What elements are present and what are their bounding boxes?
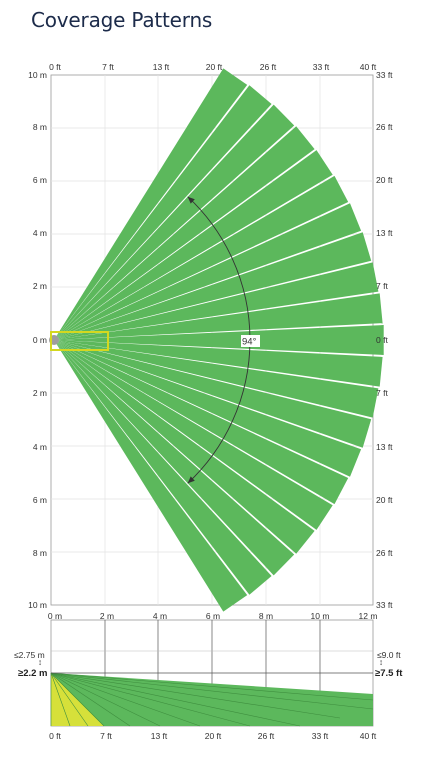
x-tick-ft: 13 ft: [153, 62, 170, 72]
top-view: 94° 0 ft 7 ft 13 ft 20 ft 26 ft 33 ft 40…: [28, 62, 393, 621]
angle-label: 94°: [242, 337, 257, 348]
x-tick-ft: 13 ft: [151, 731, 168, 741]
left-max-height: ≤2.75 m: [14, 650, 45, 660]
x-tick-m: 2 m: [100, 611, 114, 621]
x-tick-m: 6 m: [206, 611, 220, 621]
side-coverage-area: [51, 673, 373, 726]
beam: [54, 340, 349, 505]
y-tick-m: 6 m: [33, 495, 47, 505]
y-tick-ft: 7 ft: [376, 281, 388, 291]
beam: [54, 293, 383, 340]
side-view-rays: [50, 672, 374, 727]
y-tick-ft: 26 ft: [376, 548, 393, 558]
y-tick-m: 0 m: [33, 335, 47, 345]
x-tick-ft: 7 ft: [100, 731, 112, 741]
x-tick-m: 0 m: [48, 611, 62, 621]
y-tick-ft: 13 ft: [376, 442, 393, 452]
height-range-right-icon: ↕: [379, 657, 383, 667]
x-tick-ft: 20 ft: [205, 731, 222, 741]
x-tick-ft: 33 ft: [313, 62, 330, 72]
side-ray: [50, 672, 161, 727]
y-tick-ft: 26 ft: [376, 122, 393, 132]
arc-arrow-down-icon: [187, 476, 195, 484]
beam: [54, 340, 272, 595]
beam: [54, 104, 295, 340]
height-range-left-icon: ↕: [38, 657, 42, 667]
y-tick-m: 2 m: [33, 388, 47, 398]
right-min-height: ≥7.5 ft: [375, 668, 403, 679]
y-tick-ft: 0 ft: [376, 335, 388, 345]
beam: [54, 126, 315, 340]
x-tick-ft: 20 ft: [206, 62, 223, 72]
detector-zone-marker: [50, 331, 109, 351]
side-ray: [50, 672, 251, 727]
top-y-axis-m: 10 m 8 m 6 m 4 m 2 m 0 m 2 m 4 m 6 m 8 m…: [28, 70, 47, 610]
side-ray: [50, 672, 89, 727]
beam: [54, 203, 362, 340]
beam: [54, 340, 383, 387]
y-tick-ft: 13 ft: [376, 228, 393, 238]
side-ray: [50, 672, 201, 727]
side-view: ≤2.75 m ↕ ≥2.2 m ≤9.0 ft ↕ ≥7.5 ft 0 ft …: [14, 619, 403, 741]
y-tick-ft: 20 ft: [376, 495, 393, 505]
beam: [54, 232, 372, 340]
side-x-axis-ft: 0 ft 7 ft 13 ft 20 ft 26 ft 33 ft 40 ft: [49, 731, 377, 741]
x-tick-ft: 40 ft: [360, 731, 377, 741]
beam: [54, 340, 379, 418]
y-tick-m: 8 m: [33, 548, 47, 558]
y-tick-m: 4 m: [33, 228, 47, 238]
side-ray: [50, 672, 341, 719]
x-tick-ft: 33 ft: [312, 731, 329, 741]
y-tick-m: 2 m: [33, 281, 47, 291]
y-tick-m: 8 m: [33, 122, 47, 132]
top-x-axis-m: 0 m 2 m 4 m 6 m 8 m 10 m 12 m: [48, 611, 378, 621]
beam: [54, 340, 315, 554]
x-tick-ft: 7 ft: [102, 62, 114, 72]
y-tick-m: 6 m: [33, 175, 47, 185]
y-tick-ft: 33 ft: [376, 600, 393, 610]
y-tick-m: 10 m: [28, 70, 47, 80]
beam: [54, 68, 248, 341]
y-tick-m: 10 m: [28, 600, 47, 610]
x-tick-ft: 26 ft: [260, 62, 277, 72]
y-tick-ft: 20 ft: [376, 175, 393, 185]
x-tick-ft: 0 ft: [49, 62, 61, 72]
beam: [54, 262, 379, 340]
left-min-height: ≥2.2 m: [18, 668, 48, 679]
x-tick-m: 4 m: [153, 611, 167, 621]
beam: [54, 340, 362, 477]
beam: [54, 85, 272, 340]
page-title: Coverage Patterns: [31, 8, 213, 32]
side-ray: [50, 672, 374, 710]
side-ray: [50, 672, 131, 727]
beam: [54, 325, 384, 355]
top-x-axis-ft: 0 ft 7 ft 13 ft 20 ft 26 ft 33 ft 40 ft: [49, 62, 377, 72]
x-tick-ft: 0 ft: [49, 731, 61, 741]
x-tick-ft: 26 ft: [258, 731, 275, 741]
coverage-beams: [49, 68, 384, 612]
beam: [54, 340, 372, 448]
beam: [54, 150, 333, 340]
top-y-axis-ft: 33 ft 26 ft 20 ft 13 ft 7 ft 0 ft 7 ft 1…: [376, 70, 393, 610]
right-max-height: ≤9.0 ft: [377, 650, 401, 660]
x-tick-m: 10 m: [311, 611, 330, 621]
beam: [54, 340, 248, 612]
side-ray: [50, 672, 105, 727]
side-ray: [50, 672, 374, 701]
x-tick-m: 8 m: [259, 611, 273, 621]
angle-label-bg: [241, 335, 260, 347]
side-ray: [50, 672, 71, 727]
x-tick-ft: 40 ft: [360, 62, 377, 72]
side-ray: [50, 672, 301, 727]
y-tick-m: 4 m: [33, 442, 47, 452]
beam: [54, 175, 349, 340]
beam: [54, 340, 295, 576]
beam: [54, 340, 333, 530]
y-tick-ft: 33 ft: [376, 70, 393, 80]
x-tick-m: 12 m: [359, 611, 378, 621]
y-tick-ft: 7 ft: [376, 388, 388, 398]
arc-arrow-up-icon: [187, 196, 195, 204]
